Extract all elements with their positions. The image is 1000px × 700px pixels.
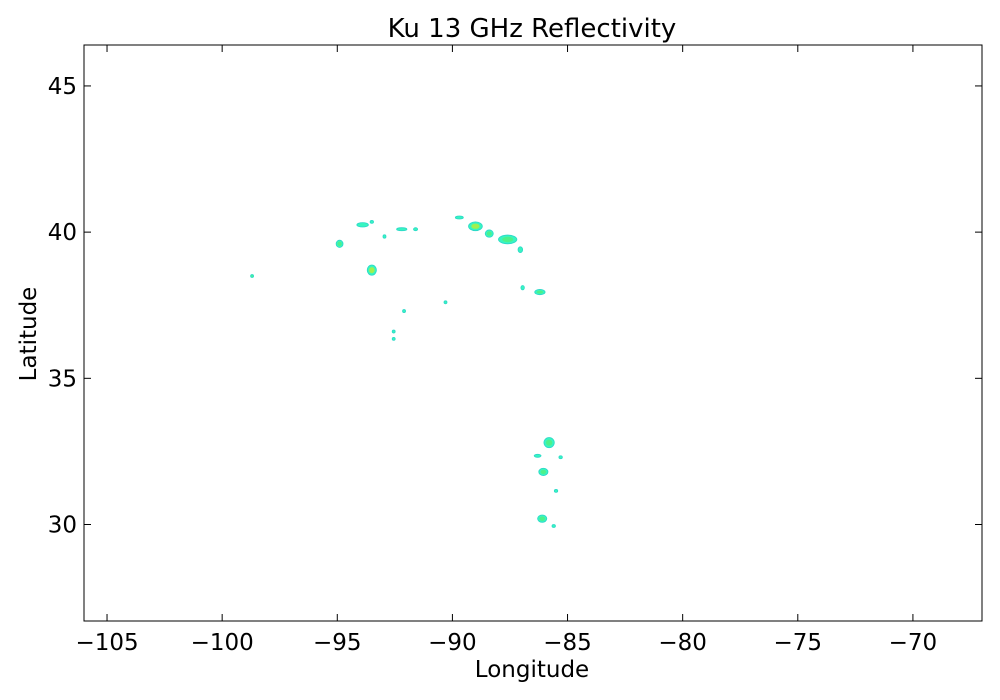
y-tick-label: 45 [48, 74, 77, 100]
y-tick-label: 35 [48, 366, 77, 392]
tick-layer: −105 −100 −95 −90 −85 −80 −75 −70 30 35 40 45 [48, 45, 982, 656]
reflectivity-core [546, 439, 553, 446]
reflectivity-core [486, 231, 492, 236]
reflectivity-core [471, 223, 480, 229]
x-tick-label: −70 [889, 630, 938, 656]
x-tick-label: −90 [428, 630, 477, 656]
reflectivity-cell [533, 453, 542, 458]
reflectivity-cell [369, 219, 374, 224]
x-axis-label: Longitude [475, 657, 589, 683]
y-tick-label: 30 [48, 513, 77, 539]
plot-area [84, 45, 982, 621]
x-tick-label: −100 [191, 630, 254, 656]
reflectivity-core [251, 275, 253, 277]
reflectivity-core [502, 236, 514, 243]
reflectivity-core [536, 290, 544, 294]
reflectivity-cell [382, 234, 387, 239]
reflectivity-cell [443, 300, 448, 305]
x-tick-label: −75 [774, 630, 823, 656]
reflectivity-cell [520, 285, 525, 291]
reflectivity-cell [413, 227, 419, 232]
reflectivity-cell [391, 329, 396, 334]
reflectivity-cell [551, 524, 556, 528]
reflectivity-cell [553, 488, 559, 493]
x-tick-label: −80 [658, 630, 707, 656]
y-tick-label: 40 [48, 220, 77, 246]
reflectivity-cell [391, 336, 396, 341]
x-tick-label: −85 [543, 630, 592, 656]
reflectivity-cell [402, 309, 406, 313]
reflectivity-core [369, 267, 375, 274]
y-axis-label: Latitude [16, 287, 42, 382]
x-tick-label: −105 [75, 630, 138, 656]
reflectivity-cell [454, 215, 464, 220]
reflectivity-cell [517, 246, 524, 253]
reflectivity-cell [396, 227, 408, 232]
reflectivity-core [540, 469, 547, 475]
chart-title: Ku 13 GHz Reflectivity [388, 14, 677, 44]
plot-frame [83, 44, 983, 622]
reflectivity-cell [558, 455, 563, 460]
data-layer [250, 215, 563, 528]
reflectivity-core [337, 241, 342, 247]
x-tick-label: −95 [313, 630, 362, 656]
reflectivity-cell [356, 222, 369, 228]
reflectivity-core [539, 516, 545, 521]
